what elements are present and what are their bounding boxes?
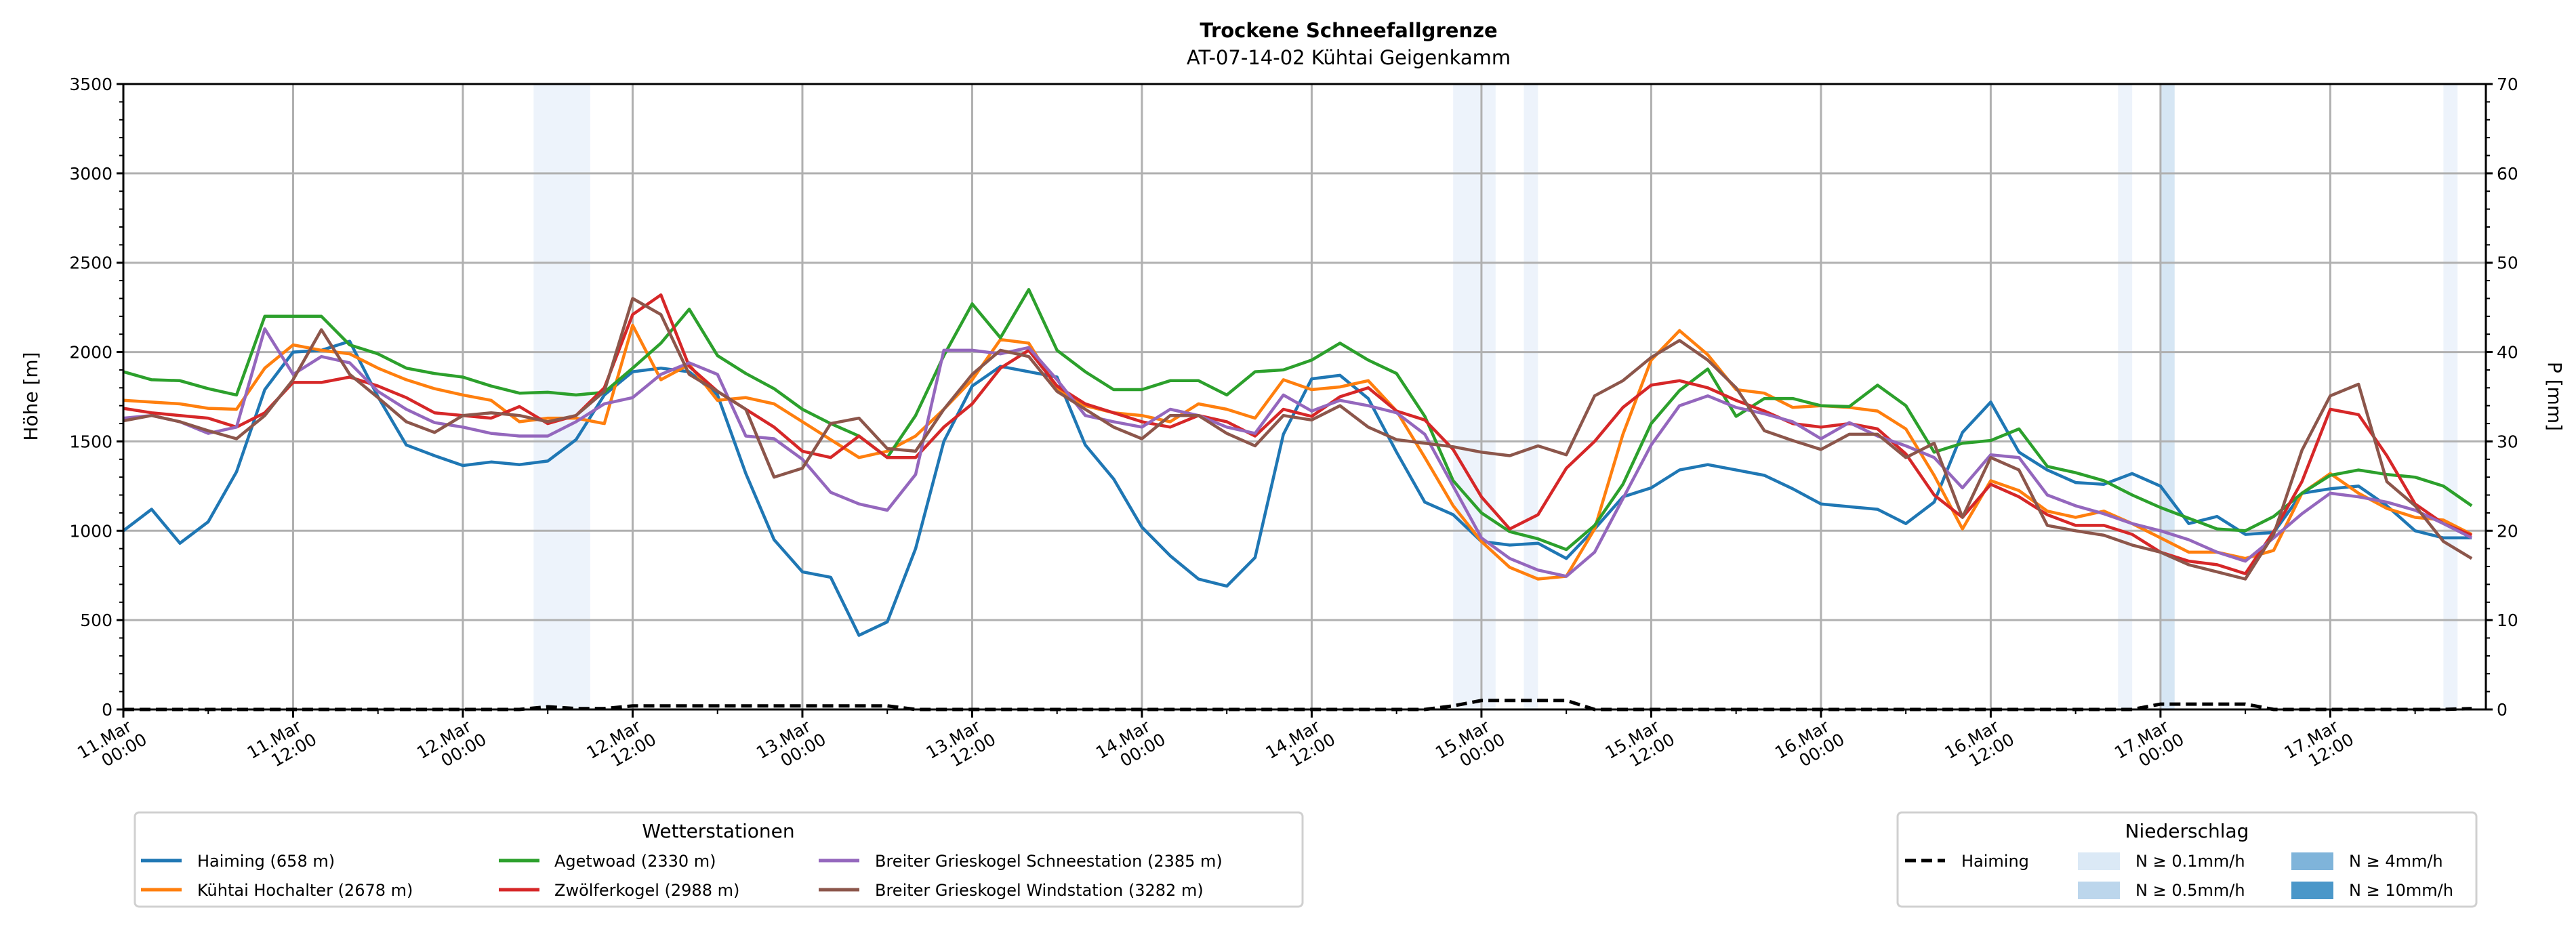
y-axis-label: Höhe [m]: [20, 352, 42, 440]
y-right-tick-label: 40: [2497, 343, 2518, 363]
legend-precip-title: Niederschlag: [2125, 820, 2249, 842]
legend-stations-title: Wetterstationen: [642, 820, 794, 842]
legend-label-2: Agetwoad (2330 m): [554, 852, 716, 871]
series-line-1: [123, 323, 2473, 581]
chart-subtitle: AT-07-14-02 Kühtai Geigenkamm: [1187, 46, 1511, 69]
legend-precip-swatch-3: [2291, 882, 2333, 899]
precip-bands: [533, 84, 2458, 709]
legend-precip-line-label: Haiming: [1961, 852, 2029, 871]
precip-band: [533, 84, 590, 709]
axes: 0 500 1000 1500 2000 2500 3000 3500 0 10 20 30 40 50 6…: [69, 75, 2518, 771]
legend-precip-swatch-1: [2078, 882, 2120, 899]
precip-band: [2443, 84, 2458, 709]
legend-label-0: Haiming (658 m): [197, 852, 335, 871]
y-right-tick-label: 50: [2497, 253, 2518, 273]
y-tick-label: 1000: [69, 521, 113, 541]
legend-precip-label-2: N ≥ 4mm/h: [2349, 852, 2443, 871]
series-line-5: [123, 297, 2473, 581]
legend-precip: Niederschlag Haiming N ≥ 0.1mm/h N ≥ 0.5m…: [1896, 811, 2478, 908]
chart-title: Trockene Schneefallgrenze: [1200, 19, 1497, 42]
y-tick-label: 500: [80, 611, 113, 630]
legend-precip-swatch-0: [2078, 852, 2120, 870]
legend-stations: Wetterstationen Haiming (658 m) Kühtai Ho…: [134, 811, 1304, 908]
legend-precip-label-3: N ≥ 10mm/h: [2349, 881, 2453, 900]
legend-label-3: Zwölferkogel (2988 m): [554, 881, 739, 900]
y-axis-right-label: P [mm]: [2543, 362, 2566, 431]
legend-label-4: Breiter Grieskogel Schneestation (2385 m…: [875, 852, 1223, 871]
precip-band: [2118, 84, 2133, 709]
y-right-tick-label: 10: [2497, 611, 2518, 630]
y-right-tick-label: 70: [2497, 75, 2518, 94]
y-right-tick-label: 60: [2497, 164, 2518, 184]
plot-frame: [122, 83, 2487, 711]
precip-band: [1524, 84, 1538, 709]
legend-precip-swatch-2: [2291, 852, 2333, 870]
precip-band: [2160, 84, 2175, 709]
precip-band: [1453, 84, 1496, 709]
grid-lines: [122, 83, 2486, 711]
y-tick-label: 0: [102, 700, 113, 720]
y-tick-label: 2000: [69, 343, 113, 363]
legend-label-5: Breiter Grieskogel Windstation (3282 m): [875, 881, 1204, 900]
legend-label-1: Kühtai Hochalter (2678 m): [197, 881, 413, 900]
series-line-0: [122, 339, 2472, 637]
legend-precip-label-0: N ≥ 0.1mm/h: [2135, 852, 2245, 871]
y-tick-label: 2500: [69, 253, 113, 273]
y-right-tick-label: 0: [2497, 700, 2508, 720]
series-line-3: [123, 293, 2472, 575]
y-tick-label: 3500: [69, 75, 113, 94]
series-line-2: [123, 288, 2473, 552]
y-right-tick-label: 20: [2497, 521, 2518, 541]
y-tick-label: 1500: [69, 432, 113, 451]
y-right-tick-label: 30: [2497, 432, 2518, 451]
y-tick-label: 3000: [69, 164, 113, 184]
legend-precip-label-1: N ≥ 0.5mm/h: [2135, 881, 2245, 900]
series-line-4: [123, 327, 2473, 578]
